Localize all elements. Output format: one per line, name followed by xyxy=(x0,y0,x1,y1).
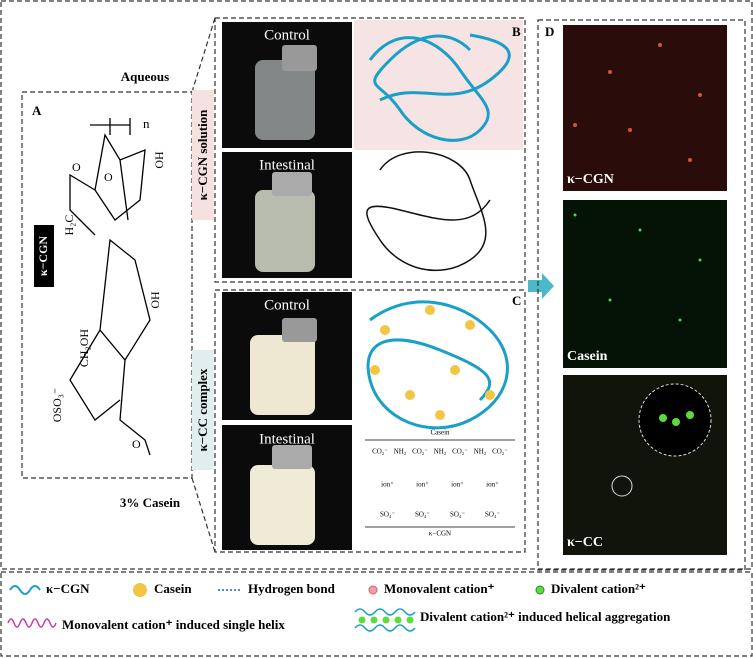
photo-caption: Control xyxy=(264,27,310,43)
scheme-text: NH₂ xyxy=(394,448,407,456)
scheme-text: κ−CGN xyxy=(429,530,451,538)
chem-label: H₂C xyxy=(62,215,76,236)
panel-label: B xyxy=(512,24,521,39)
scheme-bg xyxy=(354,20,523,150)
legend-text: Divalent cation²⁺ induced helical aggreg… xyxy=(420,609,671,624)
scheme-text: NH₂ xyxy=(474,448,487,456)
panel-label: A xyxy=(32,103,42,118)
legend-text: Divalent cation²⁺ xyxy=(551,581,646,596)
legend-icon xyxy=(354,608,416,632)
spots xyxy=(659,411,694,426)
scheme-text: ion⁺ xyxy=(416,481,429,489)
chem-label: OH xyxy=(152,151,166,169)
scheme-text: ion⁺ xyxy=(381,481,394,489)
casein-dots xyxy=(370,305,495,420)
structure xyxy=(69,118,151,456)
scheme-text: CO₂⁻ xyxy=(492,448,508,456)
photo-caption: Intestinal xyxy=(259,157,315,173)
legend-icon xyxy=(368,585,378,595)
connector xyxy=(191,477,216,553)
legend-icon xyxy=(133,583,147,597)
chem-label: O xyxy=(132,437,141,451)
photo-caption: Control xyxy=(264,297,310,313)
side-bg xyxy=(192,350,214,470)
photo-caption: Intestinal xyxy=(259,431,315,447)
panel-b-frame xyxy=(214,17,526,283)
side-label: κ−CGN solution xyxy=(195,109,210,201)
chem-label: O xyxy=(104,170,113,184)
chem-label: OH xyxy=(148,291,162,309)
legend-text: Monovalent cation⁺ xyxy=(384,581,495,596)
legend-text: κ−CGN xyxy=(46,581,90,596)
panel-c-frame xyxy=(214,289,526,553)
connector xyxy=(191,17,216,93)
aqueous-label: Aqueous xyxy=(121,69,169,84)
panel-d-frame xyxy=(537,19,746,571)
zoom-source xyxy=(611,475,633,497)
scheme-rows: CO₂⁻ NH₂ CO₂⁻ NH₂ CO₂⁻ NH₂ CO₂⁻ ion⁺ ion⁺ ion⁺ ion… xyxy=(372,448,508,519)
chem-label: n xyxy=(143,116,150,131)
vial xyxy=(255,45,317,272)
network xyxy=(368,33,511,142)
casein-note: 3% Casein xyxy=(120,495,181,510)
legend-frame xyxy=(0,571,753,657)
scheme-text: ion⁺ xyxy=(451,481,464,489)
scheme-text: CO₂⁻ xyxy=(452,448,468,456)
network xyxy=(366,300,509,430)
legend-icon xyxy=(7,618,57,628)
side-bg xyxy=(192,90,214,220)
micrograph xyxy=(563,200,727,368)
tag-box xyxy=(34,225,54,287)
legend-icon xyxy=(9,585,41,595)
legend-text: Casein xyxy=(154,581,192,596)
network xyxy=(366,151,491,272)
legend-text: Hydrogen bond xyxy=(248,581,336,596)
chem-label: CH₂OH xyxy=(77,329,91,368)
panel-label: D xyxy=(545,24,554,39)
scheme-text: SO₄⁻ xyxy=(485,511,500,519)
outer-frame xyxy=(0,0,753,570)
scheme-text: Casein xyxy=(430,429,450,437)
arrow xyxy=(528,273,554,299)
scheme-text: CO₂⁻ xyxy=(372,448,388,456)
spots xyxy=(573,213,702,322)
micrograph-label: κ−CGN xyxy=(567,172,614,187)
panel-a-frame xyxy=(21,91,193,479)
panel-label: C xyxy=(512,293,521,308)
vial xyxy=(250,318,317,545)
scheme-text: SO₄⁻ xyxy=(450,511,465,519)
scheme-text: SO₄⁻ xyxy=(415,511,430,519)
scheme-text: CO₂⁻ xyxy=(412,448,428,456)
legend-text: Monovalent cation⁺ induced single helix xyxy=(62,617,285,632)
micrograph-label: κ−CC xyxy=(567,535,603,550)
chem-label: OSO₃⁻ xyxy=(50,388,64,423)
spots xyxy=(573,43,702,162)
scheme-text: ion⁺ xyxy=(486,481,499,489)
chem-label: O xyxy=(72,160,81,174)
side-label: κ−CC complex xyxy=(195,368,210,451)
micrograph xyxy=(563,25,727,191)
tag: κ−CGN xyxy=(36,236,50,277)
micrograph-label: Casein xyxy=(567,349,608,364)
legend-icon xyxy=(535,585,545,595)
scheme-text: NH₂ xyxy=(434,448,447,456)
scheme-text: SO₄⁻ xyxy=(380,511,395,519)
